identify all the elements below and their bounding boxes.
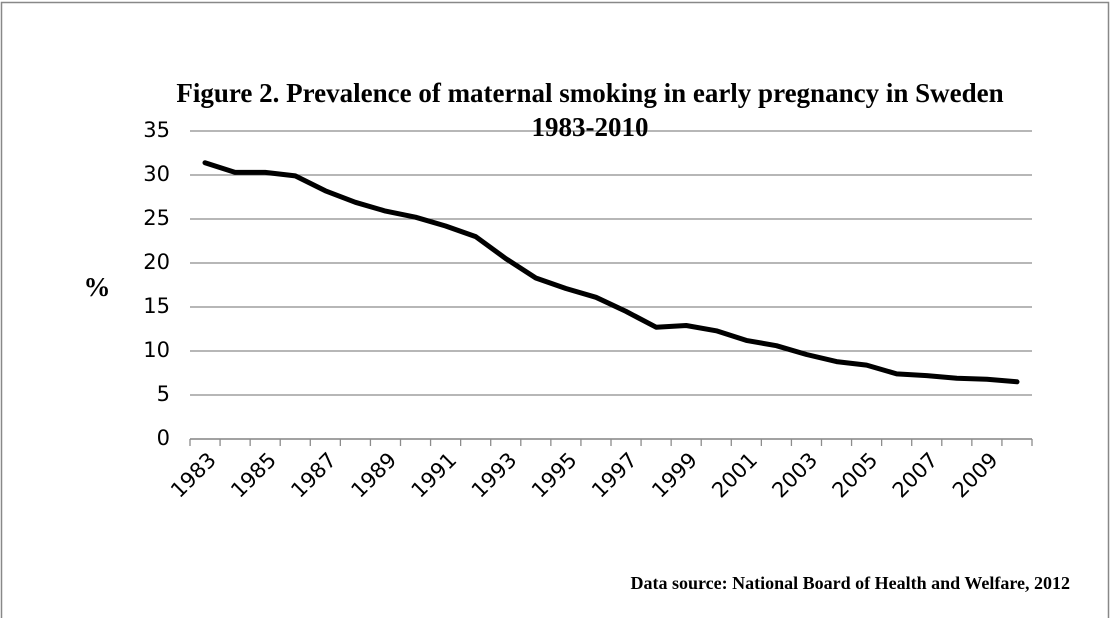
y-axis-label: %	[84, 272, 111, 302]
line-series	[202, 160, 1020, 385]
x-tick-label: 2005	[828, 448, 883, 503]
x-tick-label: 1989	[346, 448, 401, 503]
x-tick-label: 2003	[767, 448, 822, 503]
y-tick-label: 20	[143, 250, 170, 274]
y-tick-label: 25	[143, 206, 170, 230]
x-tick-label: 2007	[888, 448, 943, 503]
y-tick-label: 0	[157, 426, 170, 450]
x-tick-label: 1993	[467, 448, 522, 503]
x-tick-label: 2001	[707, 448, 762, 503]
chart-title: Figure 2. Prevalence of maternal smoking…	[176, 78, 1004, 142]
x-tick-label: 1995	[527, 448, 582, 503]
y-tick-label: 30	[143, 162, 170, 186]
x-tick-label: 1999	[647, 448, 702, 503]
y-tick-label: 35	[143, 118, 170, 142]
x-tick-label: 1987	[286, 448, 341, 503]
x-tick-label: 1983	[166, 448, 221, 503]
source: Data source: National Board of Health an…	[631, 573, 1071, 593]
x-tick-label: 2009	[948, 448, 1003, 503]
y-tick-label: 10	[143, 338, 170, 362]
y-tick-label: 5	[157, 382, 170, 406]
y-tick-label: 15	[143, 294, 170, 318]
x-tick-label: 1985	[226, 448, 281, 503]
x-tick-label: 1991	[407, 448, 462, 503]
x-tick-label: 1997	[587, 448, 642, 503]
